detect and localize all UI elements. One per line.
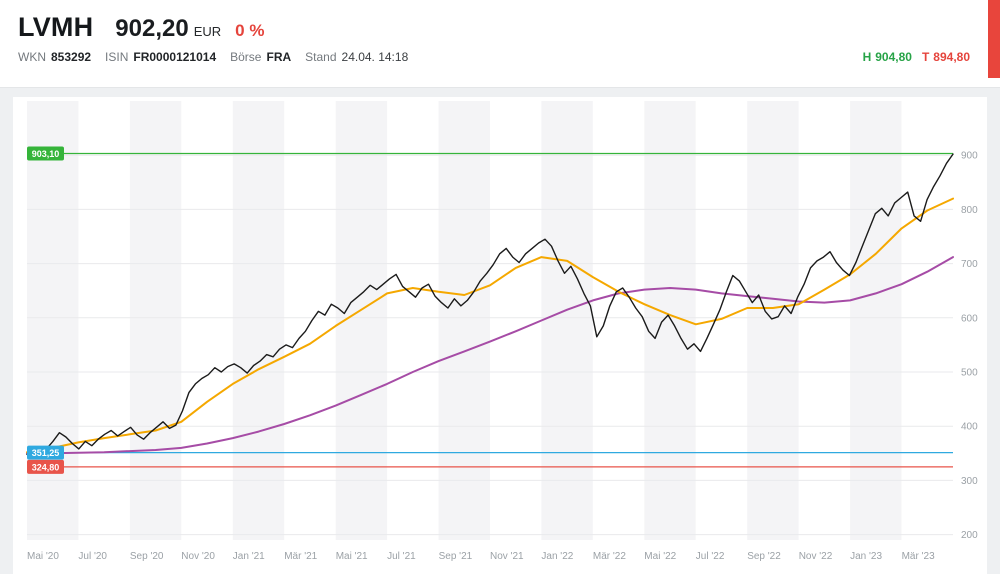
sma-fast-series: [26, 197, 954, 454]
green-level-badge: [27, 146, 64, 161]
green-level-badge-label: 903,10: [32, 149, 60, 159]
x-axis-label: Nov '22: [799, 551, 833, 562]
isin-value: FR0000121014: [133, 50, 217, 64]
price-chart[interactable]: 200 300 400 500 600 700 800 900 Mai '20 Jul '20 Se…: [13, 97, 987, 574]
sma-slow-series: [26, 256, 954, 455]
low-label: T: [921, 50, 930, 64]
y-axis-label: 700: [961, 259, 978, 270]
month-band: [850, 101, 902, 540]
x-axis-label: Jul '22: [696, 551, 725, 562]
x-axis-label: Sep '20: [130, 551, 164, 562]
exchange-value: FRA: [266, 50, 292, 64]
high-label: H: [862, 50, 872, 64]
wkn-label: WKN: [18, 50, 46, 64]
day-high: H 904,80: [863, 50, 912, 64]
x-axis-label: Sep '22: [747, 551, 781, 562]
x-axis-label: Mai '20: [27, 551, 59, 562]
y-axis-label: 400: [961, 422, 978, 433]
x-axis-label: Nov '21: [490, 551, 524, 562]
x-axis-label: Mai '21: [336, 551, 368, 562]
wkn-value: 853292: [51, 50, 92, 64]
currency-label: EUR: [193, 24, 222, 39]
price-series: [26, 153, 954, 456]
stand-value: 24.04. 14:18: [341, 50, 409, 64]
x-axis-label: Jan '21: [233, 551, 265, 562]
change-percent: 0 %: [235, 21, 265, 40]
x-axis-label: Jul '21: [387, 551, 416, 562]
x-axis-label: Mär '22: [593, 551, 626, 562]
low-value: 894,80: [933, 50, 970, 64]
x-axis-label: Sep '21: [439, 551, 473, 562]
blue-level-badge-label: 351,25: [32, 448, 60, 458]
month-band: [129, 101, 182, 540]
header: LVMH 902,20 EUR 0 % WKN 853292 ISIN FR00…: [0, 0, 1000, 88]
y-axis-label: 600: [961, 313, 978, 324]
y-axis-label: 300: [961, 476, 978, 487]
price-value: 902,20: [115, 15, 189, 42]
high-low-group: H 904,80 T 894,80: [853, 50, 970, 64]
y-axis-label: 500: [961, 368, 978, 379]
month-band: [438, 101, 490, 540]
x-axis-label: Mai '22: [644, 551, 676, 562]
x-axis-label: Nov '20: [181, 551, 215, 562]
month-band: [747, 101, 799, 540]
y-axis-label: 800: [961, 205, 978, 216]
x-axis-label: Mär '23: [902, 551, 935, 562]
x-axis-label: Jan '22: [541, 551, 573, 562]
brand-accent-bar: [988, 0, 1000, 78]
chart-card: 200 300 400 500 600 700 800 900 Mai '20 Jul '20 Se…: [13, 97, 987, 574]
stand-label: Stand: [305, 50, 337, 64]
y-axis-label: 200: [961, 530, 978, 541]
x-axis-label: Mär '21: [284, 551, 317, 562]
high-value: 904,80: [875, 50, 912, 64]
red-level-badge: [27, 459, 64, 474]
x-axis-label: Jul '20: [78, 551, 107, 562]
isin-label: ISIN: [105, 50, 129, 64]
month-band: [27, 101, 79, 540]
y-axis-label: 900: [961, 151, 978, 162]
info-row: WKN 853292 ISIN FR0000121014 Börse FRA S…: [0, 43, 1000, 64]
exchange-label: Börse: [230, 50, 262, 64]
day-low: T 894,80: [922, 50, 970, 64]
month-band: [541, 101, 593, 540]
month-band: [232, 101, 285, 540]
instrument-name: LVMH: [18, 12, 94, 42]
red-level-badge-label: 324,80: [32, 462, 60, 472]
blue-level-badge: [27, 445, 64, 460]
title-row: LVMH 902,20 EUR 0 %: [0, 0, 1000, 43]
x-axis-label: Jan '23: [850, 551, 882, 562]
